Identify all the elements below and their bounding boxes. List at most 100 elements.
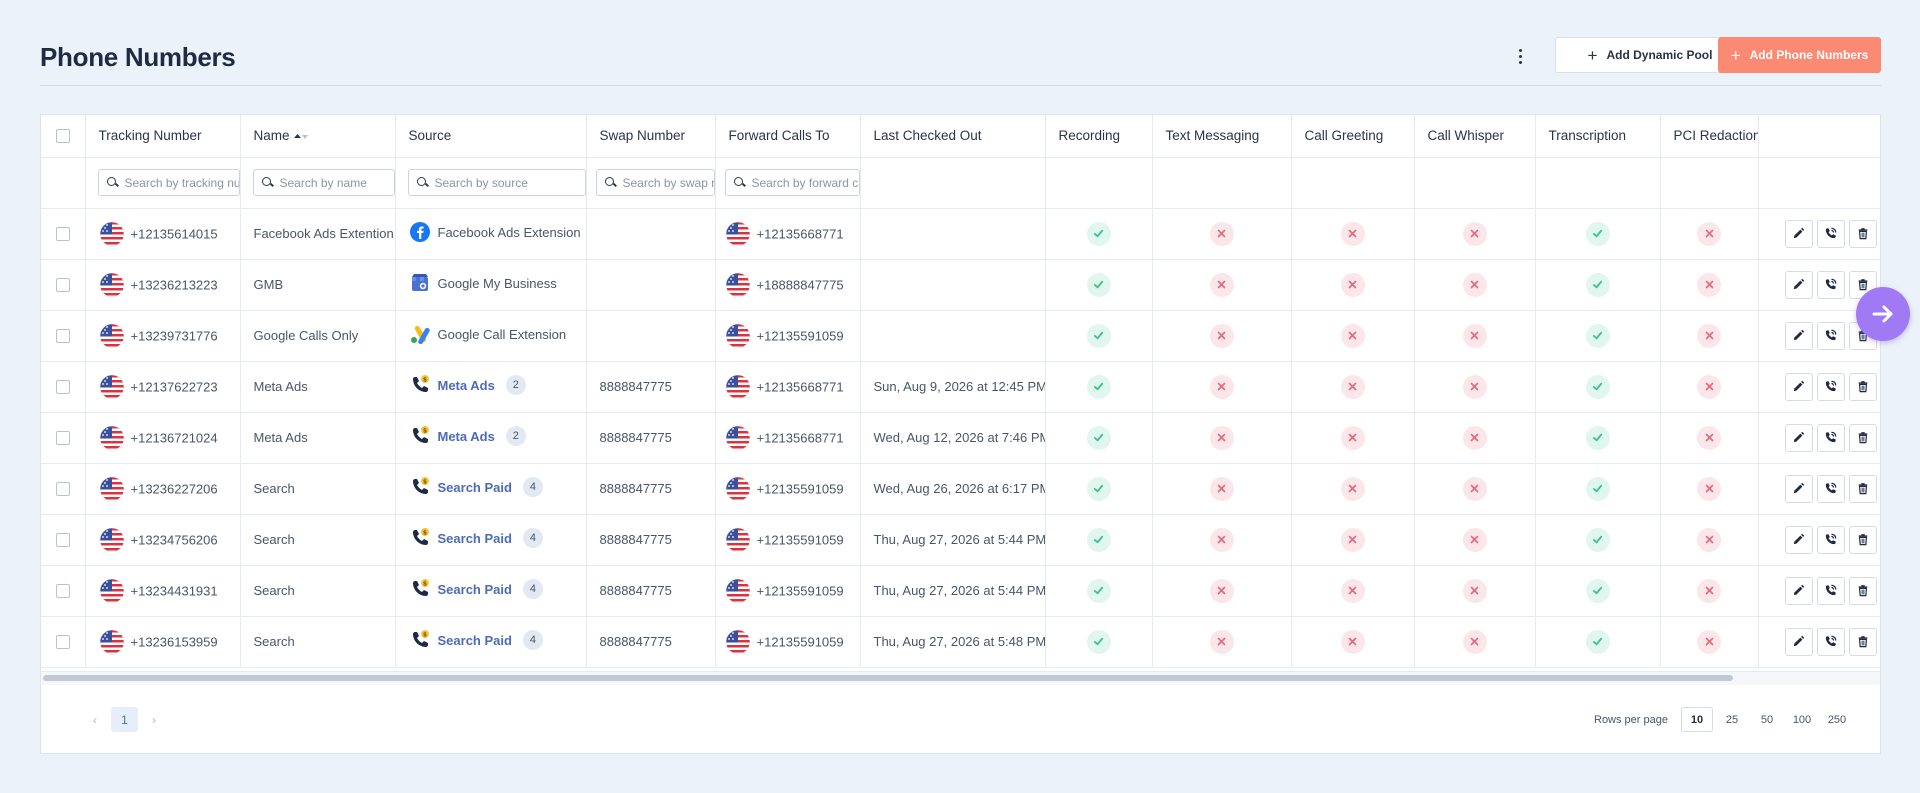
rows-option-10[interactable]: 10 <box>1681 707 1713 732</box>
col-call-greeting[interactable]: Call Greeting <box>1291 115 1415 158</box>
transcription-cell <box>1535 412 1661 464</box>
row-select-cell <box>41 412 86 464</box>
row-checkbox[interactable] <box>55 227 70 242</box>
edit-button[interactable] <box>1784 423 1813 452</box>
table-row: +12137622723 Meta Ads $ Meta Ads 2 8888847775… <box>41 361 1880 413</box>
edit-button[interactable] <box>1784 525 1813 554</box>
source-pool-link[interactable]: Search Paid <box>437 632 512 648</box>
call-settings-button[interactable] <box>1816 270 1845 299</box>
us-flag-icon <box>725 374 751 400</box>
call-settings-button[interactable] <box>1816 219 1845 248</box>
sort-ascending-icon[interactable] <box>293 132 309 141</box>
row-checkbox[interactable] <box>55 584 70 599</box>
page-header: Phone Numbers + Add Dynamic Pool + Add P… <box>40 36 1881 86</box>
col-last-checked-out[interactable]: Last Checked Out <box>860 115 1046 158</box>
row-checkbox[interactable] <box>55 380 70 395</box>
check-icon <box>1585 272 1610 297</box>
us-flag-icon <box>725 425 751 451</box>
col-recording[interactable]: Recording <box>1045 115 1153 158</box>
col-source[interactable]: Source <box>395 115 587 158</box>
call-settings-button[interactable] <box>1816 525 1845 554</box>
forward-search-input[interactable] <box>745 175 859 190</box>
check-icon <box>1086 374 1111 399</box>
transcription-cell <box>1535 565 1661 617</box>
delete-button[interactable] <box>1848 474 1877 503</box>
col-name[interactable]: Name <box>240 115 396 158</box>
delete-button[interactable] <box>1848 627 1877 656</box>
delete-button[interactable] <box>1848 576 1877 605</box>
tracking-search[interactable] <box>97 169 239 196</box>
edit-button[interactable] <box>1784 270 1813 299</box>
call-settings-button[interactable] <box>1816 474 1845 503</box>
forward-calls-to-cell: +12135591059 <box>715 514 861 566</box>
row-checkbox[interactable] <box>55 482 70 497</box>
rows-option-25[interactable]: 25 <box>1725 713 1739 726</box>
add-phone-numbers-button[interactable]: + Add Phone Numbers <box>1718 37 1881 73</box>
call-settings-button[interactable] <box>1816 423 1845 452</box>
row-checkbox[interactable] <box>55 329 70 344</box>
col-tracking-number[interactable]: Tracking Number <box>85 115 241 158</box>
swap-search[interactable] <box>595 169 714 196</box>
recording-cell <box>1045 361 1153 413</box>
col-pci-redaction[interactable]: PCI Redaction <box>1660 115 1759 158</box>
name-cell: Search <box>240 514 396 566</box>
last-checked-out-cell: Wed, Aug 26, 2026 at 6:17 PM <box>860 463 1046 515</box>
call-settings-button[interactable] <box>1816 372 1845 401</box>
more-options-icon[interactable] <box>1510 42 1530 70</box>
edit-button[interactable] <box>1784 576 1813 605</box>
name-search[interactable] <box>252 169 394 196</box>
source-pool-link[interactable]: Search Paid <box>437 479 512 495</box>
horizontal-scrollbar[interactable] <box>43 675 1733 681</box>
col-transcription[interactable]: Transcription <box>1535 115 1661 158</box>
svg-text:$: $ <box>422 478 426 485</box>
us-flag-icon <box>99 629 125 655</box>
delete-button[interactable] <box>1848 270 1877 299</box>
recording-cell <box>1045 463 1153 515</box>
rows-option-50[interactable]: 50 <box>1760 713 1774 726</box>
prev-page-button[interactable]: ‹ <box>93 712 97 727</box>
name-search-input[interactable] <box>273 175 394 190</box>
source-search[interactable] <box>407 169 585 196</box>
add-dynamic-pool-button[interactable]: + Add Dynamic Pool <box>1555 37 1745 73</box>
select-all-checkbox[interactable] <box>55 129 70 144</box>
trash-icon <box>1857 431 1869 444</box>
row-checkbox[interactable] <box>55 635 70 650</box>
page-button[interactable]: 1 <box>111 707 138 732</box>
swap-search-input[interactable] <box>616 175 714 190</box>
source-pool-link[interactable]: Meta Ads <box>437 428 495 444</box>
expand-fab-button[interactable] <box>1856 287 1910 341</box>
source-pool-link[interactable]: Search Paid <box>437 581 512 597</box>
delete-button[interactable] <box>1848 219 1877 248</box>
edit-button[interactable] <box>1784 474 1813 503</box>
call-settings-button[interactable] <box>1816 627 1845 656</box>
call-settings-button[interactable] <box>1816 576 1845 605</box>
row-checkbox[interactable] <box>55 278 70 293</box>
col-swap-number[interactable]: Swap Number <box>586 115 716 158</box>
rows-option-250[interactable]: 250 <box>1827 713 1847 726</box>
edit-button[interactable] <box>1784 321 1813 350</box>
col-call-whisper[interactable]: Call Whisper <box>1414 115 1536 158</box>
row-checkbox[interactable] <box>55 533 70 548</box>
edit-button[interactable] <box>1784 219 1813 248</box>
source-pool-link[interactable]: Search Paid <box>437 530 512 546</box>
row-select-cell <box>41 259 86 311</box>
source-search-input[interactable] <box>428 175 585 190</box>
text-messaging-cell <box>1152 310 1292 362</box>
forward-search[interactable] <box>724 169 859 196</box>
delete-button[interactable] <box>1848 372 1877 401</box>
col-text-messaging[interactable]: Text Messaging <box>1152 115 1292 158</box>
delete-button[interactable] <box>1848 423 1877 452</box>
next-page-button[interactable]: › <box>152 712 156 727</box>
edit-button[interactable] <box>1784 372 1813 401</box>
edit-button[interactable] <box>1784 627 1813 656</box>
row-checkbox[interactable] <box>55 431 70 446</box>
call-settings-button[interactable] <box>1816 321 1845 350</box>
plus-icon: + <box>1730 45 1741 65</box>
delete-button[interactable] <box>1848 525 1877 554</box>
tracking-number: +13234756206 <box>130 532 218 547</box>
rows-per-page-label: Rows per page <box>1594 713 1668 726</box>
rows-option-100[interactable]: 100 <box>1792 713 1812 726</box>
col-forward-calls-to[interactable]: Forward Calls To <box>715 115 861 158</box>
tracking-search-input[interactable] <box>118 175 239 190</box>
source-pool-link[interactable]: Meta Ads <box>437 377 495 393</box>
